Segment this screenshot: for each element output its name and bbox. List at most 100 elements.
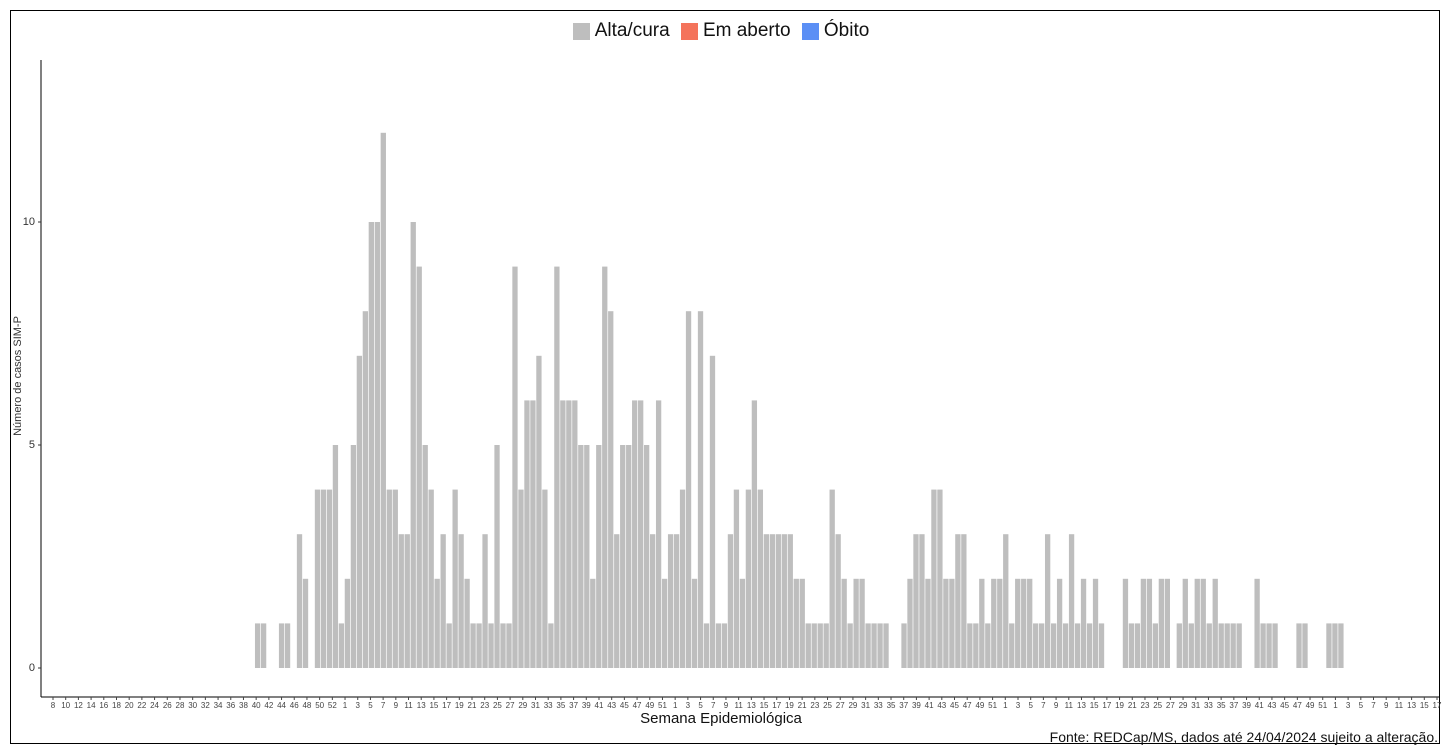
bar-alta-cura-180 [1182, 578, 1188, 668]
x-tick-label-54: 11 [734, 701, 743, 710]
bar-alta-cura-199 [1296, 623, 1302, 668]
x-tick-label-97: 45 [1280, 701, 1289, 710]
x-tick-label-64: 31 [861, 701, 870, 710]
bar-alta-cura-86 [620, 445, 626, 668]
bar-alta-cura-205 [1332, 623, 1338, 668]
x-tick-label-73: 49 [975, 701, 984, 710]
y-axis-title: Número de casos SIM-P [12, 316, 24, 436]
bar-alta-cura-166 [1098, 623, 1105, 668]
x-tick-label-87: 25 [1153, 701, 1162, 710]
x-tick-label-101: 1 [1333, 701, 1338, 710]
bar-alta-cura-119 [817, 623, 823, 668]
bar-alta-cura-154 [1027, 578, 1033, 668]
chart-legend: Alta/cura Em aberto Óbito [0, 20, 1442, 46]
x-tick-label-107: 13 [1407, 701, 1416, 710]
bar-alta-cura-118 [811, 623, 817, 668]
bar-alta-cura-143 [961, 534, 967, 668]
x-tick-label-42: 39 [582, 701, 591, 710]
bar-alta-cura-161 [1068, 534, 1075, 668]
x-tick-label-105: 9 [1384, 701, 1389, 710]
bar-alta-cura-126 [859, 578, 865, 668]
x-tick-label-63: 29 [848, 701, 857, 710]
bar-alta-cura-26 [260, 623, 267, 668]
bar-alta-cura-55 [434, 578, 440, 668]
bar-alta-cura-92 [655, 400, 662, 668]
bar-alta-cura-157 [1044, 534, 1051, 668]
bar-alta-cura-69 [518, 489, 524, 668]
x-tick-label-23: 1 [343, 701, 348, 710]
bar-alta-cura-152 [1015, 578, 1021, 668]
x-tick-label-71: 45 [950, 701, 959, 710]
bar-alta-cura-149 [997, 578, 1003, 668]
bar-alta-cura-148 [991, 578, 997, 668]
x-tick-label-83: 17 [1102, 701, 1111, 710]
bar-alta-cura-170 [1122, 578, 1129, 668]
bar-alta-cura-80 [584, 445, 590, 668]
bar-alta-cura-40 [344, 578, 351, 668]
x-tick-label-78: 7 [1041, 701, 1046, 710]
bar-alta-cura-135 [913, 534, 919, 668]
bar-alta-cura-95 [673, 534, 680, 668]
bar-alta-cura-171 [1128, 623, 1135, 668]
x-tick-label-46: 47 [633, 701, 642, 710]
bar-alta-cura-184 [1206, 623, 1212, 668]
x-tick-label-58: 19 [785, 701, 794, 710]
x-tick-label-106: 11 [1395, 701, 1404, 710]
x-tick-label-0: 8 [51, 701, 56, 710]
bar-alta-cura-124 [847, 623, 853, 668]
x-tick-label-17: 42 [264, 701, 273, 710]
x-tick-label-86: 23 [1141, 701, 1150, 710]
bar-alta-cura-111 [769, 534, 775, 668]
x-tick-label-33: 21 [468, 701, 477, 710]
bar-alta-cura-25 [254, 623, 261, 668]
x-tick-label-4: 16 [99, 701, 108, 710]
bar-alta-cura-146 [979, 578, 985, 668]
bar-alta-cura-136 [919, 534, 925, 668]
bar-alta-cura-53 [422, 445, 428, 668]
y-tick-label-5: 5 [29, 439, 35, 451]
bar-alta-cura-93 [661, 578, 668, 668]
bar-alta-cura-122 [835, 534, 841, 668]
bar-alta-cura-115 [793, 578, 799, 668]
x-tick-label-35: 25 [493, 701, 502, 710]
bar-alta-cura-104 [727, 534, 734, 668]
bar-alta-cura-98 [691, 578, 698, 668]
bar-alta-cura-200 [1302, 623, 1308, 668]
x-tick-label-7: 22 [137, 701, 146, 710]
bar-alta-cura-142 [955, 534, 961, 668]
legend-swatch-em-aberto [680, 22, 698, 40]
x-tick-label-94: 39 [1242, 701, 1251, 710]
x-tick-label-37: 29 [518, 701, 527, 710]
x-tick-label-93: 37 [1229, 701, 1238, 710]
bar-alta-cura-137 [925, 578, 931, 668]
bar-alta-cura-181 [1188, 623, 1194, 668]
bar-alta-cura-120 [823, 623, 829, 668]
bar-alta-cura-94 [667, 534, 674, 668]
bar-alta-cura-192 [1254, 578, 1260, 668]
x-tick-label-91: 33 [1204, 701, 1213, 710]
bar-alta-cura-64 [488, 623, 494, 668]
x-tick-label-103: 5 [1359, 701, 1364, 710]
x-tick-label-32: 19 [455, 701, 464, 710]
bar-alta-cura-109 [757, 489, 764, 668]
x-tick-label-21: 50 [315, 701, 324, 710]
bar-alta-cura-134 [907, 578, 913, 668]
bar-alta-cura-70 [524, 400, 530, 668]
bar-alta-cura-100 [703, 623, 710, 668]
x-tick-label-60: 23 [810, 701, 819, 710]
bar-alta-cura-187 [1224, 623, 1230, 668]
legend-swatch-obito [801, 22, 819, 40]
legend-item-alta-cura: Alta/cura [572, 20, 670, 42]
x-tick-label-57: 17 [772, 701, 781, 710]
bar-alta-cura-107 [745, 489, 752, 668]
bar-alta-cura-138 [931, 489, 937, 668]
x-tick-label-22: 52 [328, 701, 337, 710]
x-tick-label-100: 51 [1318, 701, 1327, 710]
x-tick-label-16: 40 [252, 701, 261, 710]
bar-alta-cura-114 [787, 534, 793, 668]
legend-label-obito: Óbito [823, 20, 870, 41]
x-tick-label-52: 7 [711, 701, 716, 710]
bar-alta-cura-106 [739, 578, 746, 668]
legend-label-alta-cura: Alta/cura [594, 20, 670, 41]
x-tick-label-53: 9 [724, 701, 729, 710]
